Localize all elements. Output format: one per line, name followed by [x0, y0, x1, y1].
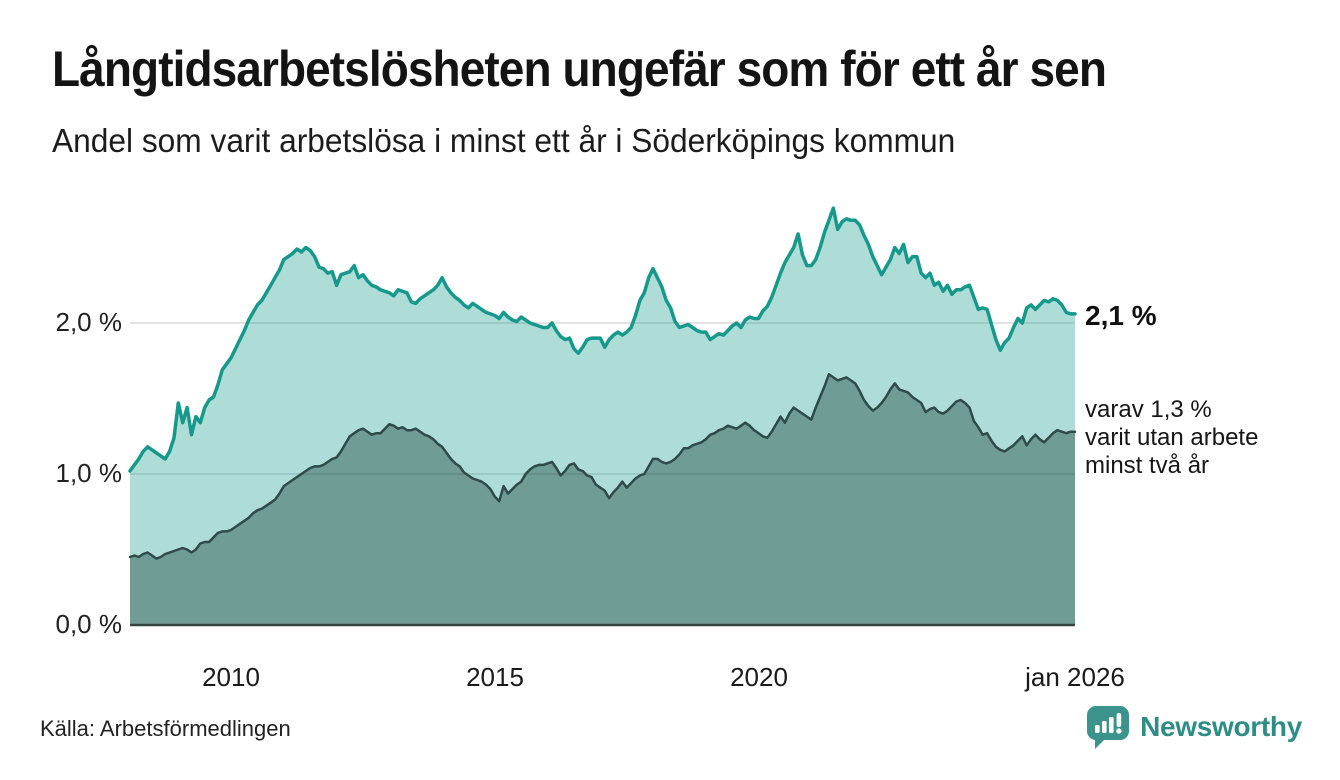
newsworthy-wordmark: Newsworthy [1140, 711, 1302, 742]
series-line [128, 206, 1077, 473]
series-end-label-two-year: varav 1,3 % varit utan arbete minst två … [1085, 396, 1259, 479]
series-line [128, 373, 1077, 560]
series-end-label-total: 2,1 % [1085, 300, 1157, 331]
y-tick-label: 2,0 % [55, 307, 123, 337]
x-tick-label: jan 2026 [1025, 662, 1125, 692]
newsworthy-logo-icon [1087, 706, 1130, 749]
source-attribution: Källa: Arbetsförmedlingen [40, 716, 291, 741]
area-fill [130, 374, 1075, 625]
x-tick-label: 2010 [202, 662, 260, 692]
x-tick-label: 2015 [466, 662, 524, 692]
y-tick-label: 0,0 % [55, 609, 123, 639]
newsworthy-logo: Newsworthy [1085, 704, 1302, 750]
x-tick-label: 2020 [730, 662, 788, 692]
page-title: Långtidsarbetslösheten ungefär som för e… [52, 41, 1107, 97]
area-fill [130, 208, 1075, 625]
y-tick-label: 1,0 % [55, 458, 123, 488]
page-subtitle: Andel som varit arbetslösa i minst ett å… [52, 122, 956, 159]
